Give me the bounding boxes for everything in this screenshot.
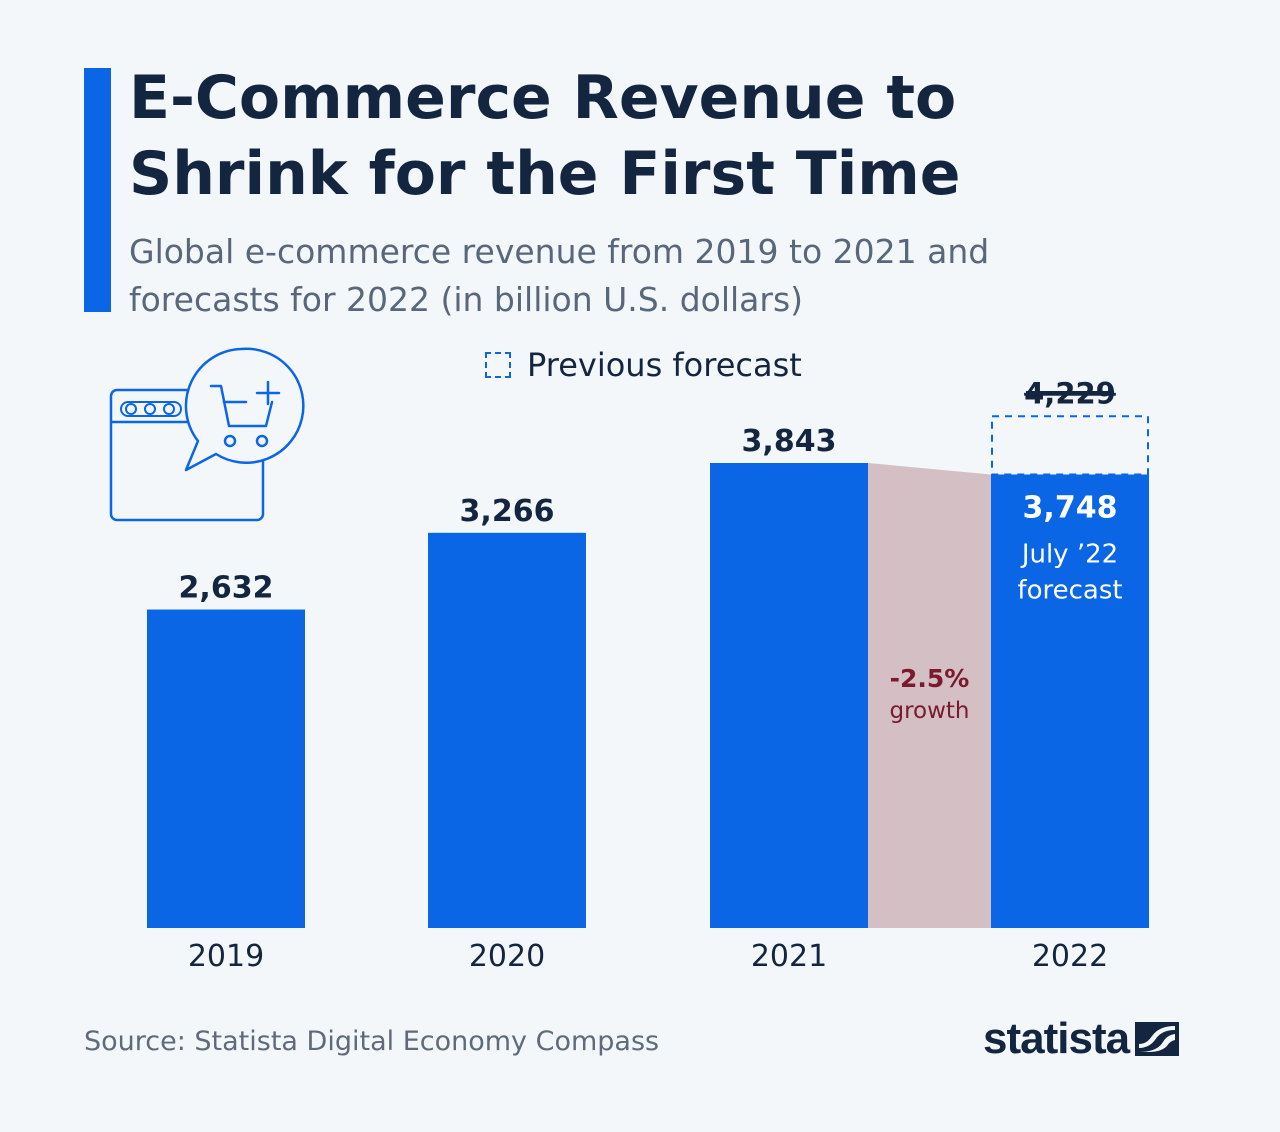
legend-label: Previous forecast (527, 346, 802, 384)
growth-text-label: growth (889, 698, 969, 724)
bar-2022 (991, 474, 1149, 928)
value-label-2022: 3,748 (1023, 490, 1118, 525)
bar-2019 (147, 609, 305, 928)
chart-subtitle: Global e-commerce revenue from 2019 to 2… (129, 232, 990, 319)
bar-2021 (710, 463, 868, 928)
category-label-2019: 2019 (188, 939, 264, 974)
chart-title: E-Commerce Revenue to Shrink for the Fir… (129, 63, 961, 209)
brand-name: statista (983, 1014, 1130, 1063)
forecast-note-line: forecast (1017, 575, 1122, 605)
previous-forecast-box (991, 415, 1149, 476)
legend-dashed-swatch (485, 352, 511, 378)
source-note: Source: Statista Digital Economy Compass (84, 1026, 660, 1057)
statista-logo[interactable]: statista (983, 1014, 1180, 1064)
growth-value-label: -2.5% (890, 664, 970, 693)
value-label-2021: 3,843 (742, 424, 837, 459)
bar-2020 (428, 532, 586, 928)
category-label-2021: 2021 (751, 939, 827, 974)
growth-band (868, 463, 991, 928)
forecast-note-line: July ’22 (1020, 539, 1118, 569)
value-label-2019: 2,632 (179, 571, 274, 606)
category-label-2022: 2022 (1032, 939, 1108, 974)
legend: Previous forecast (485, 345, 802, 385)
value-label-2020: 3,266 (460, 494, 555, 529)
accent-bar (84, 68, 111, 312)
statista-mark-icon (1135, 1022, 1180, 1056)
online-shopping-cart-icon (106, 344, 306, 528)
category-label-2020: 2020 (469, 939, 545, 974)
